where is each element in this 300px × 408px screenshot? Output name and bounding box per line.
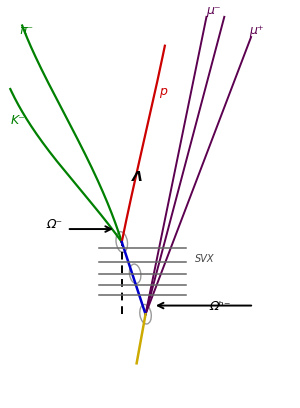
Text: μ⁺: μ⁺	[250, 24, 264, 37]
Text: Ω⁻: Ω⁻	[46, 217, 62, 231]
Text: π⁻: π⁻	[19, 24, 33, 37]
Text: p: p	[159, 85, 167, 98]
Text: Ωᵇ⁻: Ωᵇ⁻	[209, 300, 231, 313]
Text: μ⁻: μ⁻	[206, 4, 221, 17]
Text: Λ: Λ	[132, 171, 143, 184]
Text: SVX: SVX	[195, 254, 214, 264]
Text: K⁻: K⁻	[10, 114, 25, 126]
